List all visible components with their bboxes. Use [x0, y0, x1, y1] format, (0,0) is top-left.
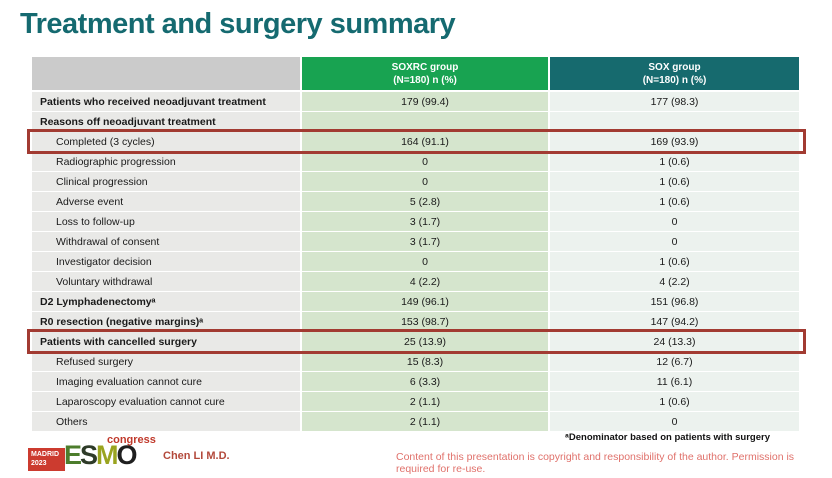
row-label: Investigator decision — [32, 252, 300, 271]
sox-value: 1 (0.6) — [550, 392, 799, 411]
table-row: Loss to follow-up 3 (1.7) 0 — [32, 212, 799, 231]
soxrc-value — [302, 112, 548, 131]
table-row: Refused surgery 15 (8.3) 12 (6.7) — [32, 352, 799, 371]
row-label: Voluntary withdrawal — [32, 272, 300, 291]
soxrc-value: 15 (8.3) — [302, 352, 548, 371]
soxrc-value: 0 — [302, 152, 548, 171]
sox-value: 1 (0.6) — [550, 172, 799, 191]
sox-value: 12 (6.7) — [550, 352, 799, 371]
sox-value: 1 (0.6) — [550, 152, 799, 171]
soxrc-value: 164 (91.1) — [302, 132, 548, 151]
table-row: Others 2 (1.1) 0 — [32, 412, 799, 431]
sox-value: 24 (13.3) — [550, 332, 799, 351]
madrid-label: MADRID — [31, 451, 59, 459]
soxrc-group-sublabel: (N=180) n (%) — [393, 74, 457, 86]
row-label: D2 Lymphadenectomyᵃ — [32, 292, 300, 311]
esmo-letter-e: E — [64, 440, 82, 470]
soxrc-value: 179 (99.4) — [302, 92, 548, 111]
soxrc-value: 3 (1.7) — [302, 212, 548, 231]
row-label: Refused surgery — [32, 352, 300, 371]
page-title: Treatment and surgery summary — [20, 8, 456, 40]
sox-value: 0 — [550, 232, 799, 251]
sox-value: 1 (0.6) — [550, 252, 799, 271]
sox-value: 151 (96.8) — [550, 292, 799, 311]
year-label: 2023 — [31, 459, 47, 467]
sox-value: 4 (2.2) — [550, 272, 799, 291]
row-label: Imaging evaluation cannot cure — [32, 372, 300, 391]
madrid-2023-badge: MADRID 2023 — [28, 448, 65, 471]
sox-value: 169 (93.9) — [550, 132, 799, 151]
sox-column-header: SOX group (N=180) n (%) — [550, 57, 799, 90]
copyright-notice: Content of this presentation is copyrigh… — [396, 451, 795, 475]
empty-header-cell — [32, 57, 300, 90]
esmo-letter-s: S — [80, 440, 98, 470]
sox-value: 1 (0.6) — [550, 192, 799, 211]
row-label: Loss to follow-up — [32, 212, 300, 231]
soxrc-group-label: SOXRC group — [391, 61, 459, 73]
row-label: Completed (3 cycles) — [32, 132, 300, 151]
sox-value: 0 — [550, 212, 799, 231]
esmo-wordmark: ESMO — [64, 440, 138, 471]
soxrc-value: 25 (13.9) — [302, 332, 548, 351]
row-label: Withdrawal of consent — [32, 232, 300, 251]
row-label: Laparoscopy evaluation cannot cure — [32, 392, 300, 411]
denominator-footnote: ᵃDenominator based on patients with surg… — [565, 432, 770, 443]
soxrc-column-header: SOXRC group (N=180) n (%) — [302, 57, 548, 90]
soxrc-value: 5 (2.8) — [302, 192, 548, 211]
table-row: Reasons off neoadjuvant treatment — [32, 112, 799, 131]
sox-value — [550, 112, 799, 131]
table-row: Voluntary withdrawal 4 (2.2) 4 (2.2) — [32, 272, 799, 291]
table-row: Withdrawal of consent 3 (1.7) 0 — [32, 232, 799, 251]
esmo-letter-o: O — [116, 440, 138, 470]
soxrc-value: 153 (98.7) — [302, 312, 548, 331]
table-row: Laparoscopy evaluation cannot cure 2 (1.… — [32, 392, 799, 411]
row-label: R0 resection (negative margins)ᵃ — [32, 312, 300, 331]
esmo-letter-m: M — [96, 440, 118, 470]
row-label: Adverse event — [32, 192, 300, 211]
table-row: Completed (3 cycles) 164 (91.1) 169 (93.… — [27, 129, 806, 154]
soxrc-value: 149 (96.1) — [302, 292, 548, 311]
soxrc-value: 0 — [302, 172, 548, 191]
summary-table: SOXRC group (N=180) n (%) SOX group (N=1… — [27, 57, 806, 432]
table-row: Investigator decision 0 1 (0.6) — [32, 252, 799, 271]
table-row: Adverse event 5 (2.8) 1 (0.6) — [32, 192, 799, 211]
soxrc-value: 0 — [302, 252, 548, 271]
row-label: Clinical progression — [32, 172, 300, 191]
table-row: Patients who received neoadjuvant treatm… — [32, 92, 799, 111]
table-row: Radiographic progression 0 1 (0.6) — [32, 152, 799, 171]
row-label: Patients with cancelled surgery — [32, 332, 300, 351]
soxrc-value: 4 (2.2) — [302, 272, 548, 291]
table-row: Clinical progression 0 1 (0.6) — [32, 172, 799, 191]
table-row: D2 Lymphadenectomyᵃ 149 (96.1) 151 (96.8… — [32, 292, 799, 311]
soxrc-value: 3 (1.7) — [302, 232, 548, 251]
esmo-congress-logo: MADRID 2023 ESMO congress — [28, 434, 163, 475]
soxrc-value: 2 (1.1) — [302, 412, 548, 431]
sox-value: 147 (94.2) — [550, 312, 799, 331]
sox-group-sublabel: (N=180) n (%) — [642, 74, 707, 86]
row-label: Others — [32, 412, 300, 431]
row-label: Radiographic progression — [32, 152, 300, 171]
author-name: Chen LI M.D. — [163, 450, 230, 462]
table-row: R0 resection (negative margins)ᵃ 153 (98… — [32, 312, 799, 331]
row-label: Patients who received neoadjuvant treatm… — [32, 92, 300, 111]
congress-label: congress — [107, 434, 156, 446]
table-row: Patients with cancelled surgery 25 (13.9… — [27, 329, 806, 354]
sox-value: 0 — [550, 412, 799, 431]
table-row: Imaging evaluation cannot cure 6 (3.3) 1… — [32, 372, 799, 391]
sox-value: 11 (6.1) — [550, 372, 799, 391]
table-header-row: SOXRC group (N=180) n (%) SOX group (N=1… — [32, 57, 799, 90]
soxrc-value: 6 (3.3) — [302, 372, 548, 391]
soxrc-value: 2 (1.1) — [302, 392, 548, 411]
sox-group-label: SOX group — [648, 61, 701, 73]
row-label: Reasons off neoadjuvant treatment — [32, 112, 300, 131]
sox-value: 177 (98.3) — [550, 92, 799, 111]
